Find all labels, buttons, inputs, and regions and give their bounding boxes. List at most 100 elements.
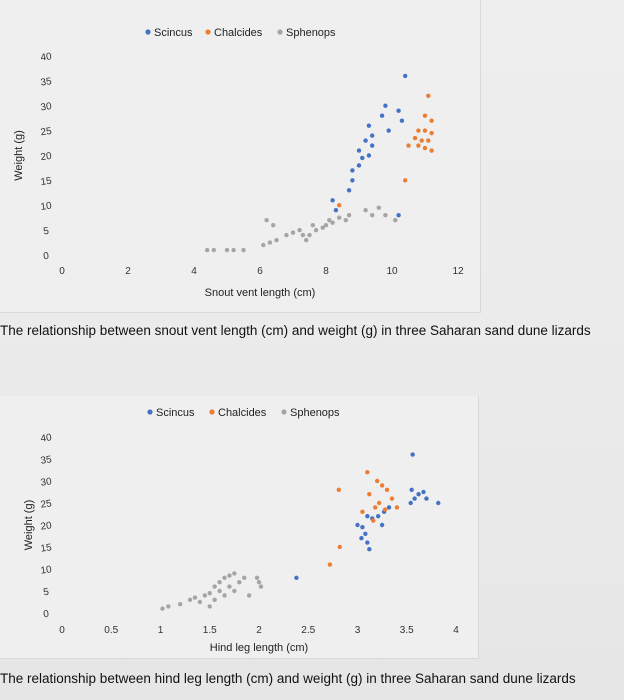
data-point-scincus <box>424 496 429 501</box>
data-point-scincus <box>379 522 385 528</box>
data-point-chalcides <box>429 148 434 153</box>
x-tick-label: 3 <box>355 625 361 636</box>
data-point-scincus <box>399 118 405 123</box>
data-point-scincus <box>366 123 372 128</box>
data-point-sphenops <box>393 217 398 223</box>
data-point-chalcides <box>371 518 376 523</box>
data-point-scincus <box>363 138 368 143</box>
data-point-sphenops <box>207 591 212 596</box>
data-point-sphenops <box>231 247 236 253</box>
data-point-sphenops <box>242 575 247 580</box>
data-point-sphenops <box>217 588 222 594</box>
data-point-chalcides <box>360 509 365 514</box>
x-axis-title: Snout vent length (cm) <box>205 287 316 299</box>
data-point-scincus <box>365 540 370 545</box>
data-point-chalcides <box>419 138 424 143</box>
data-point-chalcides <box>337 544 342 550</box>
data-point-chalcides <box>365 470 370 475</box>
data-point-chalcides <box>337 203 342 208</box>
data-point-sphenops <box>166 604 171 609</box>
data-point-chalcides <box>429 118 434 123</box>
data-point-chalcides <box>389 496 395 501</box>
data-point-sphenops <box>246 593 252 598</box>
x-tick-label: 1 <box>158 625 164 636</box>
x-tick-label: 1.5 <box>203 625 217 636</box>
y-tick-label: 5 <box>43 226 50 238</box>
x-tick-label: 10 <box>386 266 398 277</box>
data-point-sphenops <box>337 215 342 220</box>
data-point-scincus <box>366 153 372 158</box>
y-tick-label: 5 <box>43 587 50 599</box>
y-tick-label: 35 <box>40 76 53 89</box>
data-point-sphenops <box>284 232 289 238</box>
data-point-scincus <box>356 148 362 153</box>
y-tick-label: 15 <box>40 176 53 189</box>
data-point-chalcides <box>384 487 390 492</box>
legend-label-sphenops: Sphenops <box>290 407 340 419</box>
data-point-sphenops <box>160 606 165 611</box>
data-point-scincus <box>412 496 417 501</box>
data-point-chalcides <box>412 135 418 141</box>
data-point-sphenops <box>343 217 348 223</box>
data-point-scincus <box>360 525 365 530</box>
data-point-scincus <box>355 522 360 528</box>
data-point-chalcides <box>327 562 333 567</box>
data-point-sphenops <box>202 593 208 598</box>
data-point-sphenops <box>330 220 335 225</box>
data-point-sphenops <box>232 571 237 576</box>
data-point-chalcides <box>375 478 380 484</box>
x-tick-label: 2.5 <box>301 625 315 636</box>
data-point-sphenops <box>261 242 266 248</box>
data-point-sphenops <box>313 227 319 233</box>
data-point-sphenops <box>323 222 329 228</box>
legend-label-scincus: Scincus <box>156 407 195 419</box>
x-tick-label: 4 <box>453 625 459 636</box>
data-point-sphenops <box>267 240 273 245</box>
data-point-scincus <box>350 168 355 173</box>
data-point-scincus <box>396 213 401 218</box>
data-point-sphenops <box>310 222 315 228</box>
data-point-sphenops <box>383 213 388 218</box>
legend-marker-scincus <box>145 29 151 35</box>
legend-label-sphenops: Sphenops <box>286 27 336 39</box>
y-tick-label: 0 <box>43 609 50 621</box>
y-tick-label: 0 <box>43 251 50 263</box>
legend-marker-chalcides <box>205 29 211 35</box>
data-point-sphenops <box>197 599 203 605</box>
data-point-sphenops <box>227 584 232 589</box>
data-point-sphenops <box>363 208 368 213</box>
data-point-scincus <box>379 113 385 118</box>
data-point-chalcides <box>382 507 388 512</box>
legend-label-scincus: Scincus <box>154 27 193 39</box>
data-point-sphenops <box>256 580 262 585</box>
chart2-caption: The relationship between hind leg length… <box>0 671 576 686</box>
data-point-sphenops <box>346 213 352 218</box>
chart2-svg: Scincus Chalcides Sphenops 0 0.5 1 1.5 2 2.5 3 3.5… <box>23 407 459 654</box>
data-point-scincus <box>386 128 391 133</box>
y-axis-title: Weight (g) <box>23 500 35 551</box>
y-tick-label: 35 <box>40 454 53 467</box>
data-point-sphenops <box>187 597 193 602</box>
x-tick-label: 6 <box>257 266 263 277</box>
data-point-scincus <box>330 198 335 203</box>
data-point-chalcides <box>373 505 378 510</box>
data-point-sphenops <box>271 222 276 228</box>
x-axis-title: Hind leg length (cm) <box>210 642 308 654</box>
data-point-scincus <box>383 103 388 108</box>
data-point-sphenops <box>222 575 227 580</box>
data-point-scincus <box>436 500 441 506</box>
data-point-scincus <box>346 188 352 193</box>
data-point-chalcides <box>336 487 341 492</box>
data-point-sphenops <box>211 247 216 253</box>
data-point-sphenops <box>232 588 237 594</box>
y-tick-label: 20 <box>40 520 53 533</box>
x-tick-label: 0 <box>59 625 65 636</box>
data-point-sphenops <box>274 237 279 243</box>
data-point-sphenops <box>258 584 264 589</box>
y-tick-label: 40 <box>40 432 53 445</box>
legend-label-chalcides: Chalcides <box>218 407 267 419</box>
data-point-chalcides <box>367 492 372 497</box>
data-point-scincus <box>294 575 299 580</box>
data-point-scincus <box>365 514 370 519</box>
data-point-chalcides <box>426 93 431 99</box>
